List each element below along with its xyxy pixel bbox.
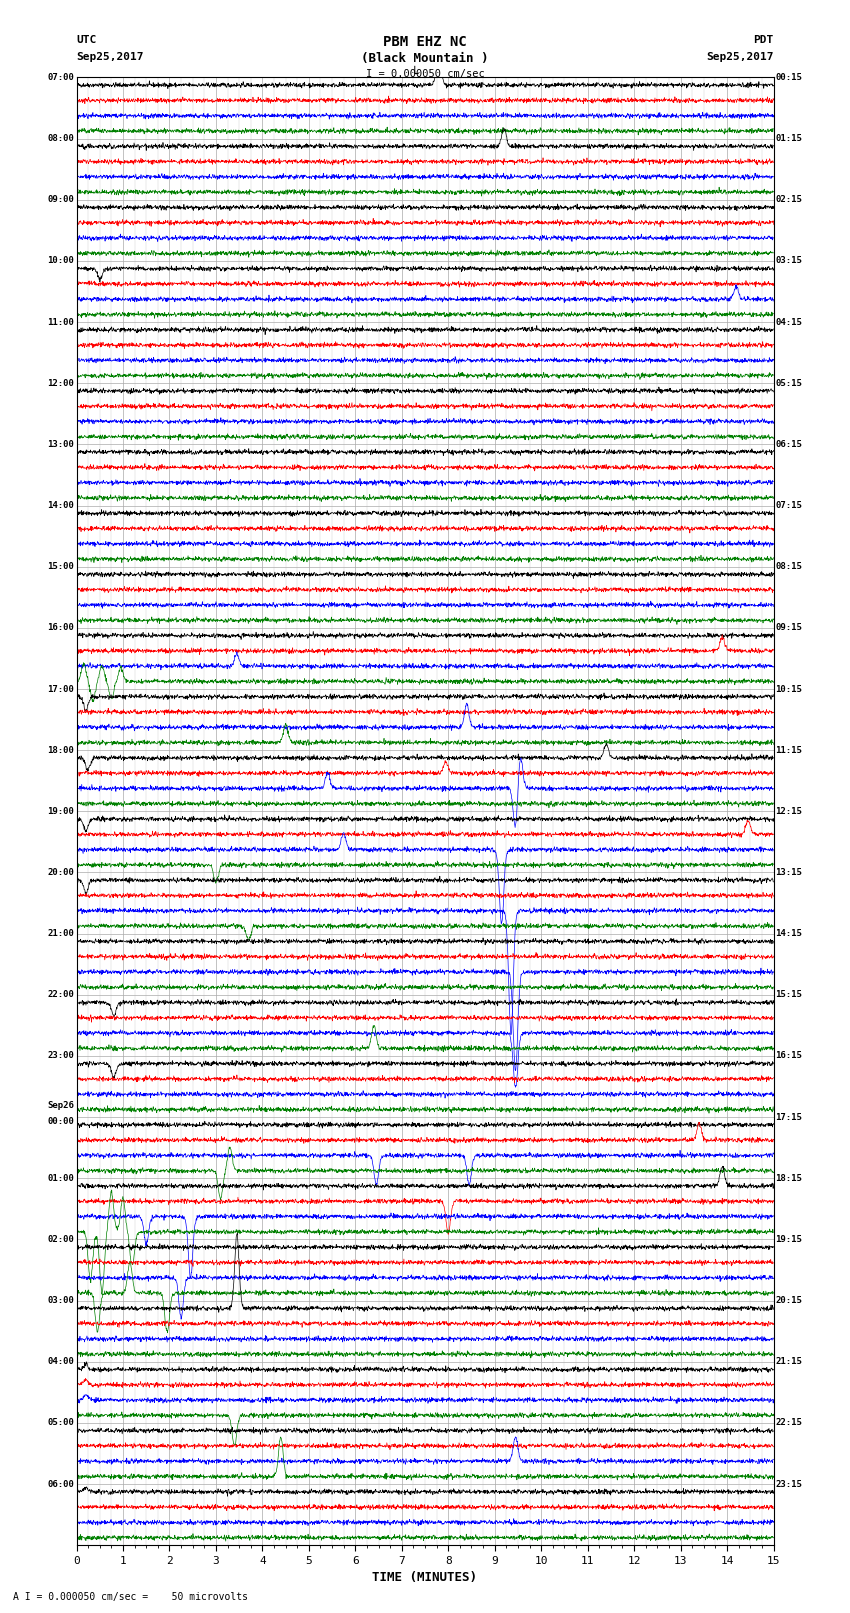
Text: A I = 0.000050 cm/sec =    50 microvolts: A I = 0.000050 cm/sec = 50 microvolts — [13, 1592, 247, 1602]
Text: 21:00: 21:00 — [48, 929, 75, 939]
Text: 11:00: 11:00 — [48, 318, 75, 326]
Text: 23:00: 23:00 — [48, 1052, 75, 1060]
Text: 17:15: 17:15 — [775, 1113, 802, 1121]
Text: 07:00: 07:00 — [48, 73, 75, 82]
Text: 17:00: 17:00 — [48, 684, 75, 694]
Text: 18:15: 18:15 — [775, 1174, 802, 1182]
Text: 14:00: 14:00 — [48, 502, 75, 510]
Text: 06:00: 06:00 — [48, 1479, 75, 1489]
Text: UTC: UTC — [76, 35, 97, 45]
Text: 16:15: 16:15 — [775, 1052, 802, 1060]
Text: 08:00: 08:00 — [48, 134, 75, 144]
Text: 02:00: 02:00 — [48, 1236, 75, 1244]
Text: 11:15: 11:15 — [775, 745, 802, 755]
Text: 04:15: 04:15 — [775, 318, 802, 326]
Text: 01:00: 01:00 — [48, 1174, 75, 1182]
Text: 22:00: 22:00 — [48, 990, 75, 1000]
Text: 06:15: 06:15 — [775, 440, 802, 448]
Text: 05:15: 05:15 — [775, 379, 802, 387]
Text: 19:00: 19:00 — [48, 806, 75, 816]
Text: 05:00: 05:00 — [48, 1418, 75, 1428]
Text: └: └ — [411, 68, 418, 81]
Text: 10:15: 10:15 — [775, 684, 802, 694]
Text: 08:15: 08:15 — [775, 563, 802, 571]
Text: 09:15: 09:15 — [775, 623, 802, 632]
Text: 15:00: 15:00 — [48, 563, 75, 571]
Text: Sep26: Sep26 — [48, 1100, 75, 1110]
Text: 00:15: 00:15 — [775, 73, 802, 82]
Text: 03:00: 03:00 — [48, 1297, 75, 1305]
Text: 01:15: 01:15 — [775, 134, 802, 144]
Text: 00:00: 00:00 — [48, 1118, 75, 1126]
Text: (Black Mountain ): (Black Mountain ) — [361, 52, 489, 65]
Text: PDT: PDT — [753, 35, 774, 45]
Text: 22:15: 22:15 — [775, 1418, 802, 1428]
Text: 10:00: 10:00 — [48, 256, 75, 266]
Text: 12:00: 12:00 — [48, 379, 75, 387]
Text: 18:00: 18:00 — [48, 745, 75, 755]
Text: 03:15: 03:15 — [775, 256, 802, 266]
Text: 02:15: 02:15 — [775, 195, 802, 205]
Text: Sep25,2017: Sep25,2017 — [76, 52, 144, 61]
Text: 07:15: 07:15 — [775, 502, 802, 510]
Text: 23:15: 23:15 — [775, 1479, 802, 1489]
Text: 20:00: 20:00 — [48, 868, 75, 877]
Text: I = 0.000050 cm/sec: I = 0.000050 cm/sec — [366, 69, 484, 79]
Text: 21:15: 21:15 — [775, 1357, 802, 1366]
Text: Sep25,2017: Sep25,2017 — [706, 52, 774, 61]
Text: 09:00: 09:00 — [48, 195, 75, 205]
X-axis label: TIME (MINUTES): TIME (MINUTES) — [372, 1571, 478, 1584]
Text: 16:00: 16:00 — [48, 623, 75, 632]
Text: 20:15: 20:15 — [775, 1297, 802, 1305]
Text: 12:15: 12:15 — [775, 806, 802, 816]
Text: 13:00: 13:00 — [48, 440, 75, 448]
Text: 19:15: 19:15 — [775, 1236, 802, 1244]
Text: 13:15: 13:15 — [775, 868, 802, 877]
Text: PBM EHZ NC: PBM EHZ NC — [383, 35, 467, 50]
Text: 14:15: 14:15 — [775, 929, 802, 939]
Text: 04:00: 04:00 — [48, 1357, 75, 1366]
Text: 15:15: 15:15 — [775, 990, 802, 1000]
